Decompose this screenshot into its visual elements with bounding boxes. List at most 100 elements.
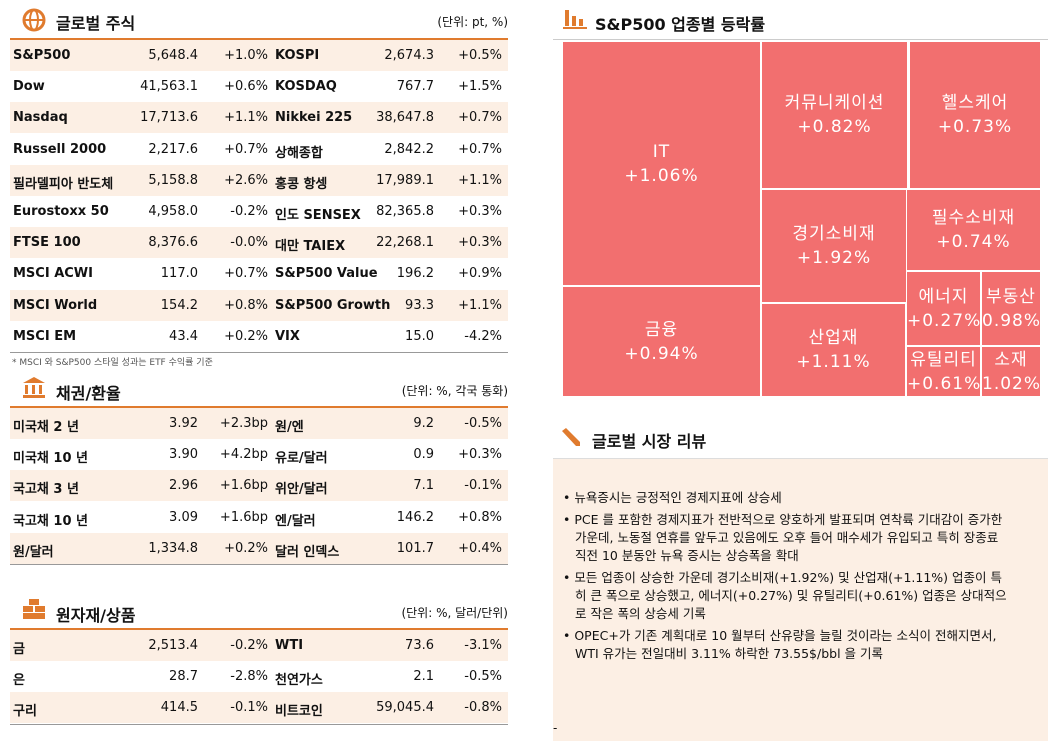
section-title: 원자재/상품 (56, 606, 136, 625)
row-value: 2.1 (413, 669, 434, 685)
cell-label: 경기소비재 (792, 224, 876, 244)
row-value: +2.6% (224, 172, 268, 188)
cell-value: +0.73% (937, 117, 1013, 137)
row-value: +0.7% (458, 141, 502, 157)
row-value: +0.8% (224, 297, 268, 313)
row-value: -0.1% (464, 478, 502, 494)
table-row: 미국채 2 년 3.92 +2.3bp 원/엔 9.2 -0.5% (10, 408, 508, 439)
row-value: 73.6 (405, 638, 434, 653)
row-value: +2.3bp (219, 416, 268, 431)
cell-value: +0.82% (797, 117, 872, 137)
table-rule (10, 564, 508, 565)
row-value: 146.2 (396, 509, 434, 525)
row-label: Nikkei 225 (275, 110, 353, 126)
row-label: 국고채 10 년 (13, 513, 88, 529)
treemap-cell: 경기소비재 +1.92% (762, 190, 906, 302)
row-value: +0.3% (458, 204, 502, 219)
row-value: -0.0% (230, 235, 268, 251)
cell-label: 필수소비재 (931, 208, 1016, 228)
cell-label: 소재 (994, 349, 1028, 370)
row-value: +1.1% (458, 297, 502, 313)
row-value: 2.96 (169, 478, 198, 494)
bullet: • 뉴욕증시는 긍정적인 경제지표에 상승세 (563, 490, 782, 505)
row-value: 15.0 (405, 328, 434, 344)
table-rule (10, 352, 508, 353)
table-row: MSCI ACWI 117.0 +0.7% S&P500 Value 196.2 +0.9… (10, 258, 508, 289)
bullet: • PCE 를 포함한 경제지표가 전반적으로 양호하게 발표되며 연착륙 기대… (563, 512, 1003, 563)
treemap-cell: 금융 +0.94% (563, 287, 760, 396)
row-value: 2,513.4 (148, 638, 198, 653)
table-row: Russell 2000 2,217.6 +0.7% 상해종합 2,842.2 +0.7% (10, 134, 508, 165)
footnote: * MSCI 와 S&P500 스타일 성과는 ETF 수익률 기준 (12, 358, 213, 368)
row-value: 7.1 (413, 478, 434, 494)
row-label: 유로/달러 (275, 451, 328, 467)
bullet: • OPEC+가 기존 계획대로 10 월부터 산유량을 늘릴 것이라는 소식이… (563, 628, 997, 661)
row-value: 43.4 (169, 328, 198, 344)
row-value: 117.0 (160, 266, 198, 282)
bullet: • 모든 업종이 상승한 가운데 경기소비재(+1.92%) 및 산업재(+1.… (563, 570, 1007, 621)
review-box: • 뉴욕증시는 긍정적인 경제지표에 상승세 • PCE 를 포함한 경제지표가 … (553, 458, 1048, 741)
row-label: Russell 2000 (13, 141, 107, 157)
cell-label: 유틸리티 (910, 349, 977, 370)
row-value: 41,563.1 (140, 79, 198, 95)
row-value: 5,648.4 (148, 48, 198, 63)
row-value: 5,158.8 (148, 172, 198, 188)
cell-label: 헬스케어 (941, 93, 1009, 113)
treemap-cell: 부동산 0.98% (982, 272, 1040, 345)
row-value: 154.2 (160, 297, 198, 313)
row-value: +0.2% (224, 540, 268, 556)
section-title: 채권/환율 (56, 384, 121, 403)
row-value: +1.6bp (219, 509, 268, 525)
row-value: 4,958.0 (148, 204, 198, 219)
row-value: +0.2% (224, 328, 268, 344)
row-value: 2,842.2 (384, 141, 434, 157)
row-value: +0.7% (224, 141, 268, 157)
row-value: -0.2% (230, 638, 268, 653)
row-value: 414.5 (160, 700, 198, 716)
review-footer: - (553, 721, 558, 735)
row-label: S&P500 (13, 48, 71, 63)
table-row: Nasdaq 17,713.6 +1.1% Nikkei 225 38,647.8 +0.… (10, 102, 508, 134)
table-row: 필라델피아 반도체 5,158.8 +2.6% 홍콩 항셍 17,989.1 +1.1% (10, 164, 508, 196)
row-value: 3.90 (169, 447, 198, 463)
treemap-cell: IT +1.06% (563, 42, 760, 285)
table-row: S&P500 5,648.4 +1.0% KOSPI 2,674.3 +0.5% (10, 40, 508, 71)
row-value: +0.5% (458, 48, 502, 63)
treemap-cell: 유틸리티 +0.61% (907, 347, 980, 396)
treemap-cell: 필수소비재 +0.74% (907, 190, 1040, 270)
cell-value: 1.02% (982, 373, 1040, 394)
pencil-icon (562, 428, 580, 446)
row-label: Nasdaq (13, 110, 68, 126)
row-label: FTSE 100 (13, 235, 81, 251)
section-title: 글로벌 시장 리뷰 (592, 432, 707, 451)
row-value: 101.7 (396, 540, 434, 556)
cell-label: 금융 (644, 319, 679, 340)
treemap-cell: 산업재 +1.11% (762, 304, 905, 396)
cell-label: 커뮤니케이션 (784, 93, 885, 113)
table-row: MSCI World 154.2 +0.8% S&P500 Growth 93.3 +1.… (10, 289, 508, 321)
row-value: 2,217.6 (148, 141, 198, 157)
row-value: +1.1% (458, 172, 502, 188)
row-label: MSCI World (13, 297, 98, 313)
row-label: 상해종합 (275, 145, 323, 161)
globe-icon (22, 8, 46, 32)
cell-value: +0.27% (907, 310, 980, 331)
row-label: 달러 인덱스 (275, 544, 340, 560)
row-value: -0.1% (230, 700, 268, 716)
row-label: 홍콩 항셍 (275, 176, 328, 192)
row-label: 대만 TAIEX (275, 239, 346, 255)
row-label: VIX (275, 328, 300, 344)
table-rule (10, 628, 508, 630)
row-value: +0.3% (458, 235, 502, 251)
cell-value: +0.61% (907, 373, 980, 394)
row-value: +0.7% (458, 110, 502, 126)
table-row: 국고채 10 년 3.09 +1.6bp 엔/달러 146.2 +0.8% (10, 502, 508, 533)
cell-value: +0.94% (624, 343, 699, 364)
row-value: -3.1% (464, 638, 502, 653)
row-label: 원/엔 (275, 420, 304, 435)
treemap-cell: 소재 1.02% (982, 347, 1040, 396)
row-label: WTI (275, 638, 304, 653)
cell-label: 에너지 (918, 286, 969, 307)
table-rule (10, 38, 508, 40)
rule (553, 39, 1048, 40)
